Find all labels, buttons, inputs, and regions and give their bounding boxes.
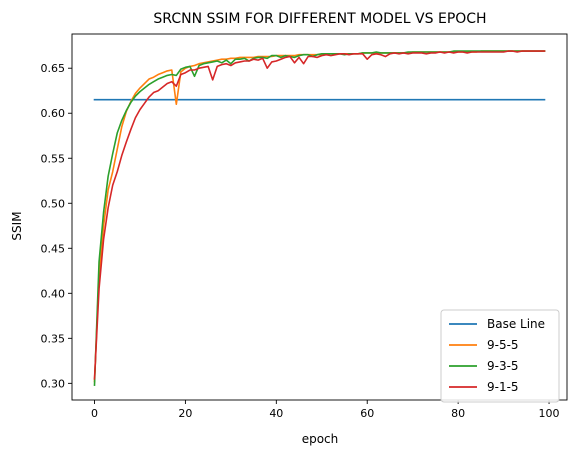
y-tick-label: 0.65 bbox=[41, 62, 66, 75]
series-line-9-1-5 bbox=[93, 50, 546, 380]
legend-label: Base Line bbox=[487, 317, 545, 331]
y-tick-label: 0.40 bbox=[41, 287, 66, 300]
y-tick-label: 0.60 bbox=[41, 107, 66, 120]
y-tick-label: 0.55 bbox=[41, 152, 66, 165]
y-axis-label: SSIM bbox=[10, 211, 24, 240]
chart-title: SRCNN SSIM FOR DIFFERENT MODEL VS EPOCH bbox=[153, 11, 486, 27]
legend-label: 9-1-5 bbox=[487, 380, 519, 394]
x-tick-label: 0 bbox=[91, 407, 98, 420]
legend-box bbox=[440, 309, 560, 403]
x-axis-label: epoch bbox=[302, 432, 339, 446]
legend-label: 9-3-5 bbox=[487, 359, 519, 373]
x-tick-label: 80 bbox=[451, 407, 465, 420]
series-line-9-3-5 bbox=[93, 50, 546, 386]
x-tick-label: 40 bbox=[269, 407, 283, 420]
axes-frame bbox=[71, 33, 568, 401]
x-tick-label: 60 bbox=[360, 407, 374, 420]
x-tick-label: 20 bbox=[178, 407, 192, 420]
y-tick-label: 0.50 bbox=[41, 197, 66, 210]
plot-area: 0 20 40 60 80 100 0.30 0.35 0.40 0.45 0.50 0.55 0.60… bbox=[41, 33, 568, 420]
y-tick-label: 0.45 bbox=[41, 242, 66, 255]
legend: Base Line 9-5-5 9-3-5 9-1-5 bbox=[440, 309, 560, 403]
legend-label: 9-5-5 bbox=[487, 338, 519, 352]
x-tick-label: 100 bbox=[539, 407, 560, 420]
y-tick-label: 0.35 bbox=[41, 332, 66, 345]
y-tick-label: 0.30 bbox=[41, 377, 66, 390]
